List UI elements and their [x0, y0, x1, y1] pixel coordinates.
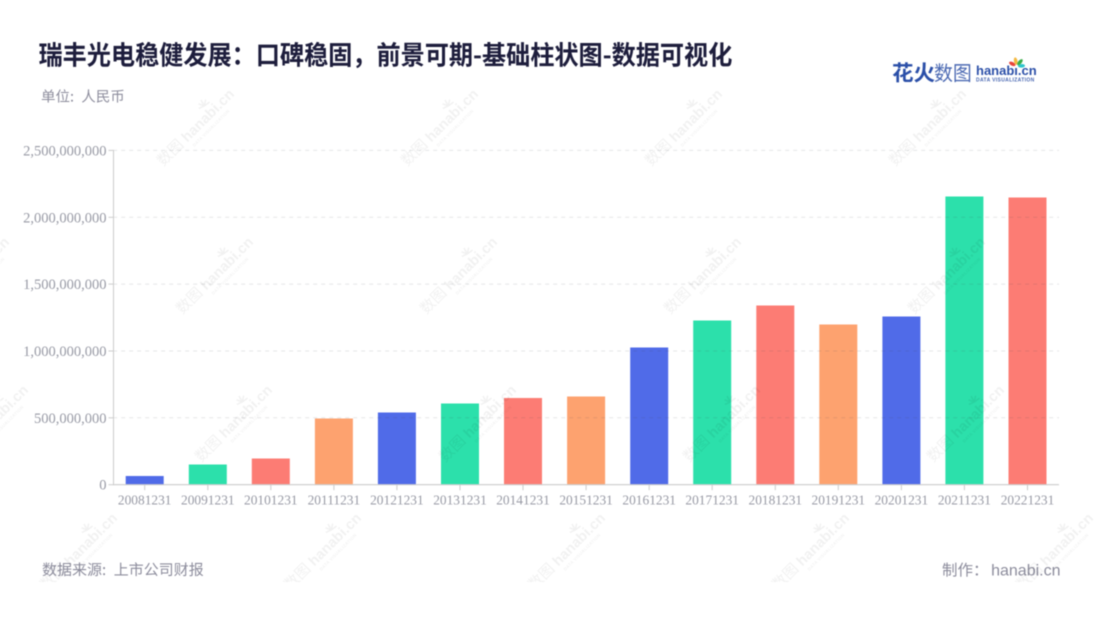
svg-text:20181231: 20181231	[749, 493, 803, 508]
svg-text:0: 0	[99, 478, 106, 494]
svg-text:1,000,000,000: 1,000,000,000	[23, 344, 106, 360]
svg-text:20201231: 20201231	[875, 493, 929, 508]
svg-text:DATA VISUALIZATION: DATA VISUALIZATION	[976, 78, 1035, 84]
svg-text:20121231: 20121231	[370, 493, 424, 508]
svg-text:20151231: 20151231	[559, 493, 613, 508]
svg-text:20191231: 20191231	[812, 493, 866, 508]
svg-text:2,000,000,000: 2,000,000,000	[23, 210, 106, 226]
svg-text:1,500,000,000: 1,500,000,000	[23, 277, 106, 293]
svg-text:20211231: 20211231	[938, 493, 991, 508]
svg-text:20171231: 20171231	[685, 493, 739, 508]
svg-text:500,000,000: 500,000,000	[34, 411, 107, 427]
svg-text:20161231: 20161231	[622, 493, 676, 508]
svg-text:20111231: 20111231	[308, 493, 361, 508]
svg-text:20221231: 20221231	[1001, 493, 1055, 508]
svg-text:20101231: 20101231	[244, 493, 298, 508]
svg-text:20081231: 20081231	[118, 493, 172, 508]
svg-text:20141231: 20141231	[496, 493, 550, 508]
svg-text:hanabı.cn: hanabı.cn	[976, 63, 1037, 78]
svg-text:20131231: 20131231	[433, 493, 487, 508]
svg-text:2,500,000,000: 2,500,000,000	[23, 143, 106, 159]
svg-text:20091231: 20091231	[181, 493, 235, 508]
